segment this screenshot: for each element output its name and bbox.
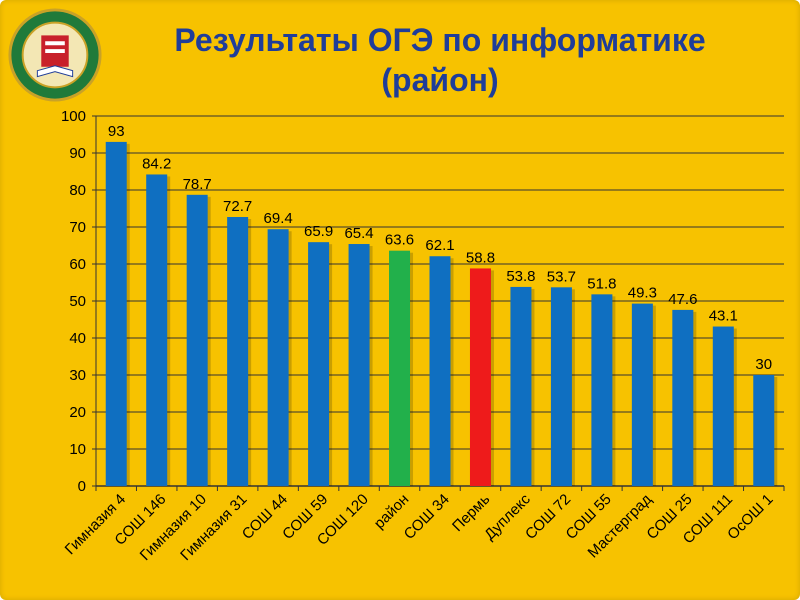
y-tick-label: 80 <box>69 182 86 199</box>
data-label: 84.2 <box>142 155 171 172</box>
bar <box>550 287 572 486</box>
category-label: СОШ 34 <box>401 491 453 543</box>
bar <box>227 217 249 486</box>
page-title: Результаты ОГЭ по информатике (район) <box>120 20 760 100</box>
y-tick-label: 0 <box>78 478 86 495</box>
bar <box>591 294 613 486</box>
data-label: 93 <box>108 123 125 140</box>
data-label: 47.6 <box>668 291 697 308</box>
data-label: 49.3 <box>628 285 657 302</box>
data-label: 78.7 <box>183 176 212 193</box>
data-label: 30 <box>755 356 772 373</box>
bar <box>186 194 208 486</box>
bar <box>389 250 411 486</box>
category-label: ОсОШ 1 <box>724 491 776 543</box>
data-label: 62.1 <box>425 237 454 254</box>
bar <box>672 309 694 486</box>
data-label: 63.6 <box>385 232 414 249</box>
y-tick-label: 50 <box>69 293 86 310</box>
data-label: 53.8 <box>506 268 535 285</box>
department-emblem-icon <box>8 8 102 102</box>
data-label: 58.8 <box>466 249 495 266</box>
data-label: 65.4 <box>344 225 373 242</box>
y-tick-label: 70 <box>69 219 86 236</box>
data-label: 43.1 <box>709 308 738 325</box>
data-label: 65.9 <box>304 223 333 240</box>
y-tick-label: 30 <box>69 367 86 384</box>
bar <box>308 242 330 486</box>
bar <box>753 375 775 486</box>
y-tick-label: 100 <box>61 108 86 125</box>
title-line-2: (район) <box>381 62 499 98</box>
data-label: 53.7 <box>547 268 576 285</box>
data-label: 69.4 <box>264 210 293 227</box>
data-label: 72.7 <box>223 198 252 215</box>
bar <box>712 326 734 486</box>
data-label: 51.8 <box>587 275 616 292</box>
category-label: Гимназия 4 <box>62 491 129 558</box>
y-tick-label: 60 <box>69 256 86 273</box>
bar <box>429 256 451 486</box>
bar <box>146 174 168 486</box>
bar <box>267 229 289 486</box>
bar <box>348 244 370 486</box>
y-tick-label: 90 <box>69 145 86 162</box>
bar <box>631 303 653 486</box>
bar <box>469 268 491 486</box>
bar <box>510 286 532 486</box>
title-line-1: Результаты ОГЭ по информатике <box>174 22 706 58</box>
y-tick-label: 40 <box>69 330 86 347</box>
y-tick-label: 10 <box>69 441 86 458</box>
bar <box>105 141 127 486</box>
y-tick-label: 20 <box>69 404 86 421</box>
